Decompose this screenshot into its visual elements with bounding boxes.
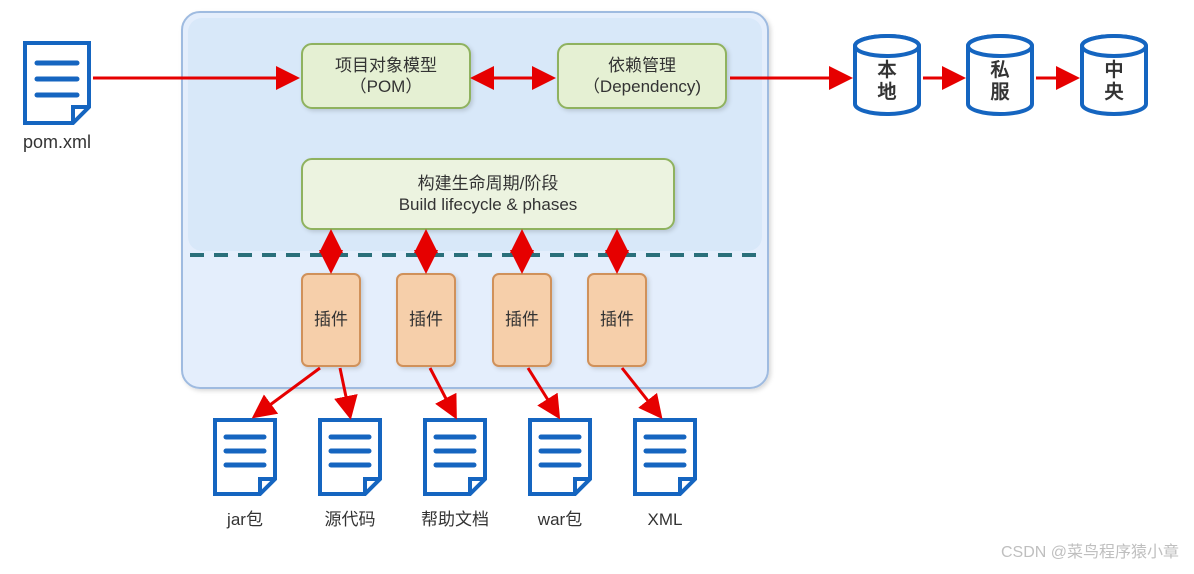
watermark-text: CSDN @菜鸟程序猿小章 bbox=[1001, 538, 1179, 562]
output-file-xml bbox=[635, 420, 695, 494]
plugin-label-4: 插件 bbox=[588, 274, 646, 366]
output-file-src bbox=[320, 420, 380, 494]
output-file-war bbox=[530, 420, 590, 494]
repo-label-local-l2: 地 bbox=[877, 82, 896, 104]
repo-label-private-l2: 服 bbox=[990, 82, 1009, 104]
build-lifecycle-box-label: 构建生命周期/阶段Build lifecycle & phases bbox=[302, 159, 674, 229]
output-label-src: 源代码 bbox=[290, 508, 410, 532]
output-label-xml: XML bbox=[605, 508, 725, 532]
pom-box-line2: （POM） bbox=[350, 76, 423, 97]
repo-label-local-l1: 本 bbox=[877, 60, 896, 82]
build-lifecycle-box-line2: Build lifecycle & phases bbox=[399, 194, 578, 215]
pom-file-icon bbox=[25, 43, 89, 123]
plugin-label-1: 插件 bbox=[302, 274, 360, 366]
repo-label-private: 私服 bbox=[968, 52, 1032, 112]
repo-label-private-l1: 私 bbox=[990, 60, 1009, 82]
plugin-label-3: 插件 bbox=[493, 274, 551, 366]
output-file-doc bbox=[425, 420, 485, 494]
repo-label-central: 中央 bbox=[1082, 52, 1146, 112]
output-label-jar: jar包 bbox=[185, 508, 305, 532]
repo-label-central-l1: 中 bbox=[1104, 60, 1123, 82]
build-lifecycle-box-line1: 构建生命周期/阶段 bbox=[418, 173, 559, 194]
output-file-jar bbox=[215, 420, 275, 494]
dependency-box-line1: 依赖管理 bbox=[608, 55, 676, 76]
dependency-box-line2: （Dependency) bbox=[583, 76, 701, 97]
plugin-label-2: 插件 bbox=[397, 274, 455, 366]
repo-label-central-l2: 央 bbox=[1104, 82, 1123, 104]
output-label-war: war包 bbox=[500, 508, 620, 532]
repo-label-local: 本地 bbox=[855, 52, 919, 112]
dependency-box-label: 依赖管理（Dependency) bbox=[558, 44, 726, 108]
pom-box-label: 项目对象模型（POM） bbox=[302, 44, 470, 108]
output-label-doc: 帮助文档 bbox=[395, 508, 515, 532]
pom-file-label: pom.xml bbox=[0, 129, 117, 155]
pom-box-line1: 项目对象模型 bbox=[335, 55, 437, 76]
